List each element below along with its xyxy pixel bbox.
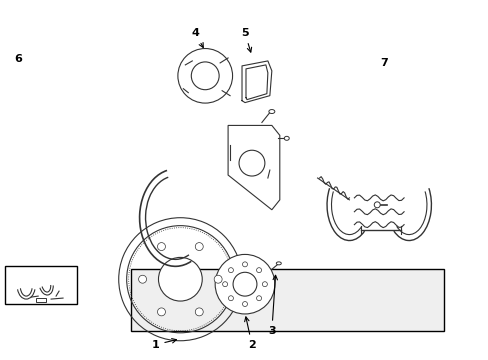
Ellipse shape	[284, 136, 289, 140]
Circle shape	[138, 275, 146, 283]
Text: 5: 5	[241, 28, 251, 52]
Ellipse shape	[239, 150, 264, 176]
Ellipse shape	[268, 109, 274, 113]
Bar	[5, 266, 77, 304]
Circle shape	[215, 255, 274, 314]
Text: 3: 3	[267, 275, 277, 336]
Polygon shape	[227, 125, 279, 210]
Circle shape	[256, 296, 261, 301]
Circle shape	[195, 243, 203, 251]
Circle shape	[242, 262, 247, 267]
Ellipse shape	[276, 262, 281, 265]
Circle shape	[195, 308, 203, 316]
Circle shape	[228, 268, 233, 273]
Circle shape	[158, 257, 202, 301]
Circle shape	[233, 272, 256, 296]
Circle shape	[222, 282, 227, 287]
Circle shape	[214, 275, 222, 283]
Circle shape	[242, 302, 247, 306]
Text: 4: 4	[191, 28, 203, 48]
Circle shape	[228, 296, 233, 301]
Bar	[36, 298, 46, 302]
Text: 7: 7	[380, 58, 387, 68]
Circle shape	[157, 308, 165, 316]
Text: 6: 6	[14, 54, 22, 64]
Circle shape	[157, 243, 165, 251]
Bar	[130, 269, 443, 331]
Circle shape	[262, 282, 267, 287]
Circle shape	[373, 202, 380, 208]
Text: 2: 2	[244, 317, 255, 350]
Circle shape	[256, 268, 261, 273]
Text: 1: 1	[151, 338, 176, 350]
